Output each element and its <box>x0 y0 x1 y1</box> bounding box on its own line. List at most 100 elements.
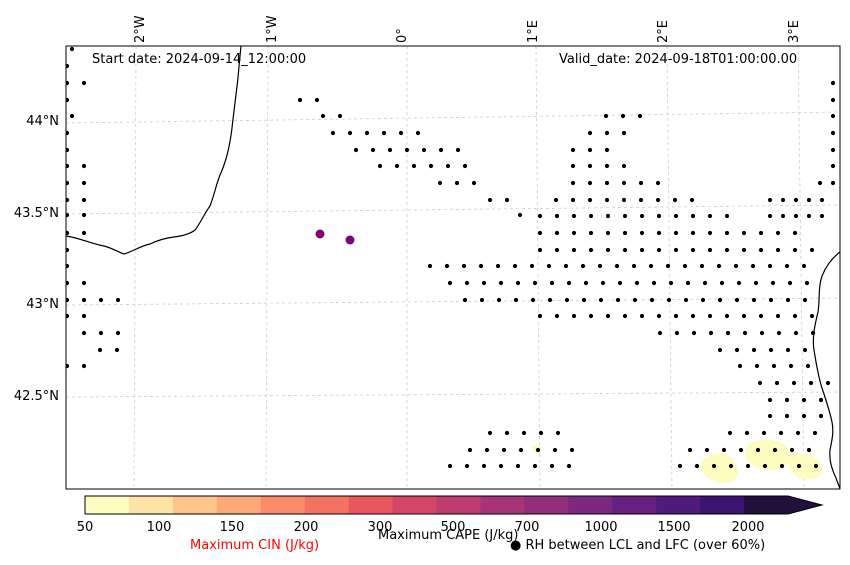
rh-dot <box>830 147 836 153</box>
rh-dot <box>580 263 586 269</box>
rh-dot <box>571 247 577 253</box>
colorbar-tick-label: 500 <box>440 520 466 535</box>
rh-dot <box>724 213 730 219</box>
rh-dot <box>724 230 730 236</box>
rh-dot <box>81 330 87 336</box>
rh-dot <box>66 97 70 103</box>
colorbar-segment <box>436 496 481 514</box>
rh-dot <box>690 247 696 253</box>
rh-dot <box>753 280 759 286</box>
rh-dot <box>387 147 393 153</box>
rh-dot <box>81 163 87 169</box>
lon-label: 3°E <box>787 20 802 43</box>
colorbar-segment <box>172 496 218 514</box>
meridian-line <box>535 46 541 489</box>
rh-dot <box>751 297 757 303</box>
rh-dot <box>571 230 577 236</box>
rh-dot <box>677 463 683 469</box>
colorbar-segment <box>128 496 174 514</box>
rh-dot <box>615 297 621 303</box>
rh-dot <box>479 297 485 303</box>
rh-dot <box>830 80 836 86</box>
rh-dot <box>554 230 560 236</box>
rh-dot <box>532 280 538 286</box>
rh-dot <box>81 280 87 286</box>
rh-dot <box>801 413 807 419</box>
rh-dot <box>447 280 453 286</box>
rh-dot <box>495 263 501 269</box>
rh-dot <box>614 263 620 269</box>
rh-dot <box>768 297 774 303</box>
rh-dot <box>570 163 576 169</box>
rh-dot <box>570 147 576 153</box>
rh-dot <box>758 313 764 319</box>
rh-dot <box>767 213 773 219</box>
lon-label: 1°W <box>265 15 280 43</box>
rh-dot <box>604 130 610 136</box>
rh-dot <box>673 213 679 219</box>
rh-dot <box>775 247 781 253</box>
rh-dot <box>587 163 593 169</box>
rh-dot <box>537 313 543 319</box>
rh-dot <box>778 430 784 436</box>
rh-dot <box>622 247 628 253</box>
rh-dot <box>784 413 790 419</box>
rh-dot <box>655 197 661 203</box>
rh-dot <box>588 247 594 253</box>
rh-dot <box>802 297 808 303</box>
rh-dot <box>537 230 543 236</box>
rh-dot <box>69 46 75 52</box>
rh-dot <box>66 363 70 369</box>
rh-dot <box>809 313 815 319</box>
colorbar-tick-label: 150 <box>219 520 245 535</box>
rh-dot <box>795 430 801 436</box>
cape-area <box>745 439 791 471</box>
colorbar-segment <box>260 496 306 514</box>
rh-dot <box>66 147 70 153</box>
rh-dot <box>788 363 794 369</box>
meridian-line <box>666 46 673 489</box>
rh-dot <box>381 130 387 136</box>
rh-dot <box>81 212 87 218</box>
valid-date: Valid_date: 2024-09-18T01:00:00.00 <box>559 52 798 67</box>
rh-dot <box>830 163 836 169</box>
rh-dot <box>617 280 623 286</box>
rh-dot <box>780 197 786 203</box>
lat-label: 43.5°N <box>13 206 59 221</box>
rh-dot <box>518 447 524 453</box>
rh-dot <box>775 230 781 236</box>
rh-dot <box>817 180 823 186</box>
rh-dot <box>741 247 747 253</box>
rh-dot <box>529 263 535 269</box>
rh-dot <box>66 297 70 303</box>
rh-dot <box>721 447 727 453</box>
rh-dot <box>742 330 748 336</box>
rh-dot <box>330 130 336 136</box>
rh-dot <box>719 280 725 286</box>
rh-dot <box>532 463 538 469</box>
rh-dot <box>547 297 553 303</box>
rh-dot <box>437 180 443 186</box>
rh-dot <box>639 247 645 253</box>
rh-dot <box>637 113 643 119</box>
rh-dot <box>668 280 674 286</box>
rh-dot <box>793 330 799 336</box>
rh-dot <box>655 180 661 186</box>
rh-dot <box>716 263 722 269</box>
rh-dot <box>689 197 695 203</box>
rh-dot <box>81 297 87 303</box>
rh-dot <box>638 197 644 203</box>
rh-dot <box>750 263 756 269</box>
rh-dot <box>587 180 593 186</box>
rh-dot <box>776 330 782 336</box>
rh-dot <box>665 263 671 269</box>
rh-dot <box>515 463 521 469</box>
rh-dot <box>789 447 795 453</box>
colorbar-tick-label: 100 <box>146 520 172 535</box>
rh-dot <box>728 463 734 469</box>
rh-dot <box>744 430 750 436</box>
rh-dot <box>767 197 773 203</box>
rh-dot <box>549 463 555 469</box>
